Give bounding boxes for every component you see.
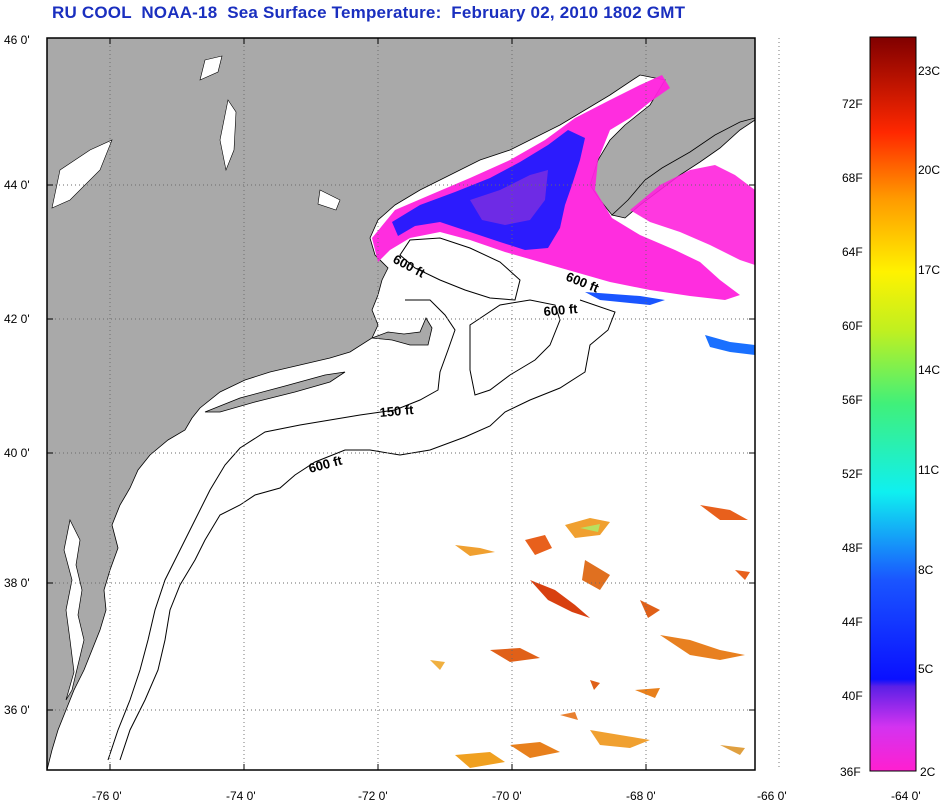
- tick-marks: [47, 37, 755, 770]
- colorbar-c-label: 23C: [918, 64, 940, 78]
- colorbar-f-label: 40F: [842, 689, 863, 703]
- colorbar-c-label: 17C: [918, 263, 940, 277]
- sst-data: [372, 75, 755, 768]
- lon-label: -64 0': [891, 789, 921, 803]
- lat-label: 40 0': [4, 446, 30, 460]
- colorbar-f-label: 72F: [842, 97, 863, 111]
- lake: [199, 55, 223, 81]
- land-cape-cod: [371, 317, 433, 346]
- colorbar-f-label: 68F: [842, 171, 863, 185]
- lon-label: -66 0': [757, 789, 787, 803]
- colorbar-f-label: 48F: [842, 541, 863, 555]
- lake: [51, 139, 113, 209]
- lon-label: -76 0': [92, 789, 122, 803]
- colorbar-c-label: 5C: [918, 662, 934, 676]
- lat-label: 42 0': [4, 312, 30, 326]
- lon-label: -70 0': [492, 789, 522, 803]
- colorbar-f-label: 60F: [842, 319, 863, 333]
- colorbar-f-label: 56F: [842, 393, 863, 407]
- lat-label: 36 0': [4, 703, 30, 717]
- colorbar-c-label: 8C: [918, 563, 934, 577]
- colorbar-f-label: 44F: [842, 615, 863, 629]
- colorbar-c-label: 2C: [920, 765, 936, 779]
- lon-label: -72 0': [358, 789, 388, 803]
- lake: [317, 189, 341, 211]
- lat-label: 38 0': [4, 576, 30, 590]
- map-frame: [46, 37, 756, 771]
- land-long-island: [204, 371, 346, 413]
- contour-label: 150 ft: [379, 402, 415, 420]
- lat-label: 44 0': [4, 178, 30, 192]
- contour-label: 600 ft: [543, 301, 579, 319]
- page-title: RU COOL NOAA-18 Sea Surface Temperature:…: [52, 3, 686, 22]
- lake: [219, 99, 237, 172]
- colorbar-f-label: 36F: [840, 765, 861, 779]
- colorbar-c-label: 20C: [918, 163, 940, 177]
- colorbar-c-label: 14C: [918, 363, 940, 377]
- colorbar-f-label: 52F: [842, 467, 863, 481]
- colorbar: [869, 36, 917, 772]
- lat-label: 46 0': [4, 33, 30, 47]
- lon-label: -74 0': [226, 789, 256, 803]
- bathymetry-contours: [107, 237, 616, 761]
- colorbar-f-label: 64F: [842, 245, 863, 259]
- colorbar-c-label: 11C: [918, 463, 939, 477]
- lon-label: -68 0': [626, 789, 656, 803]
- chesapeake-bay: [63, 518, 85, 701]
